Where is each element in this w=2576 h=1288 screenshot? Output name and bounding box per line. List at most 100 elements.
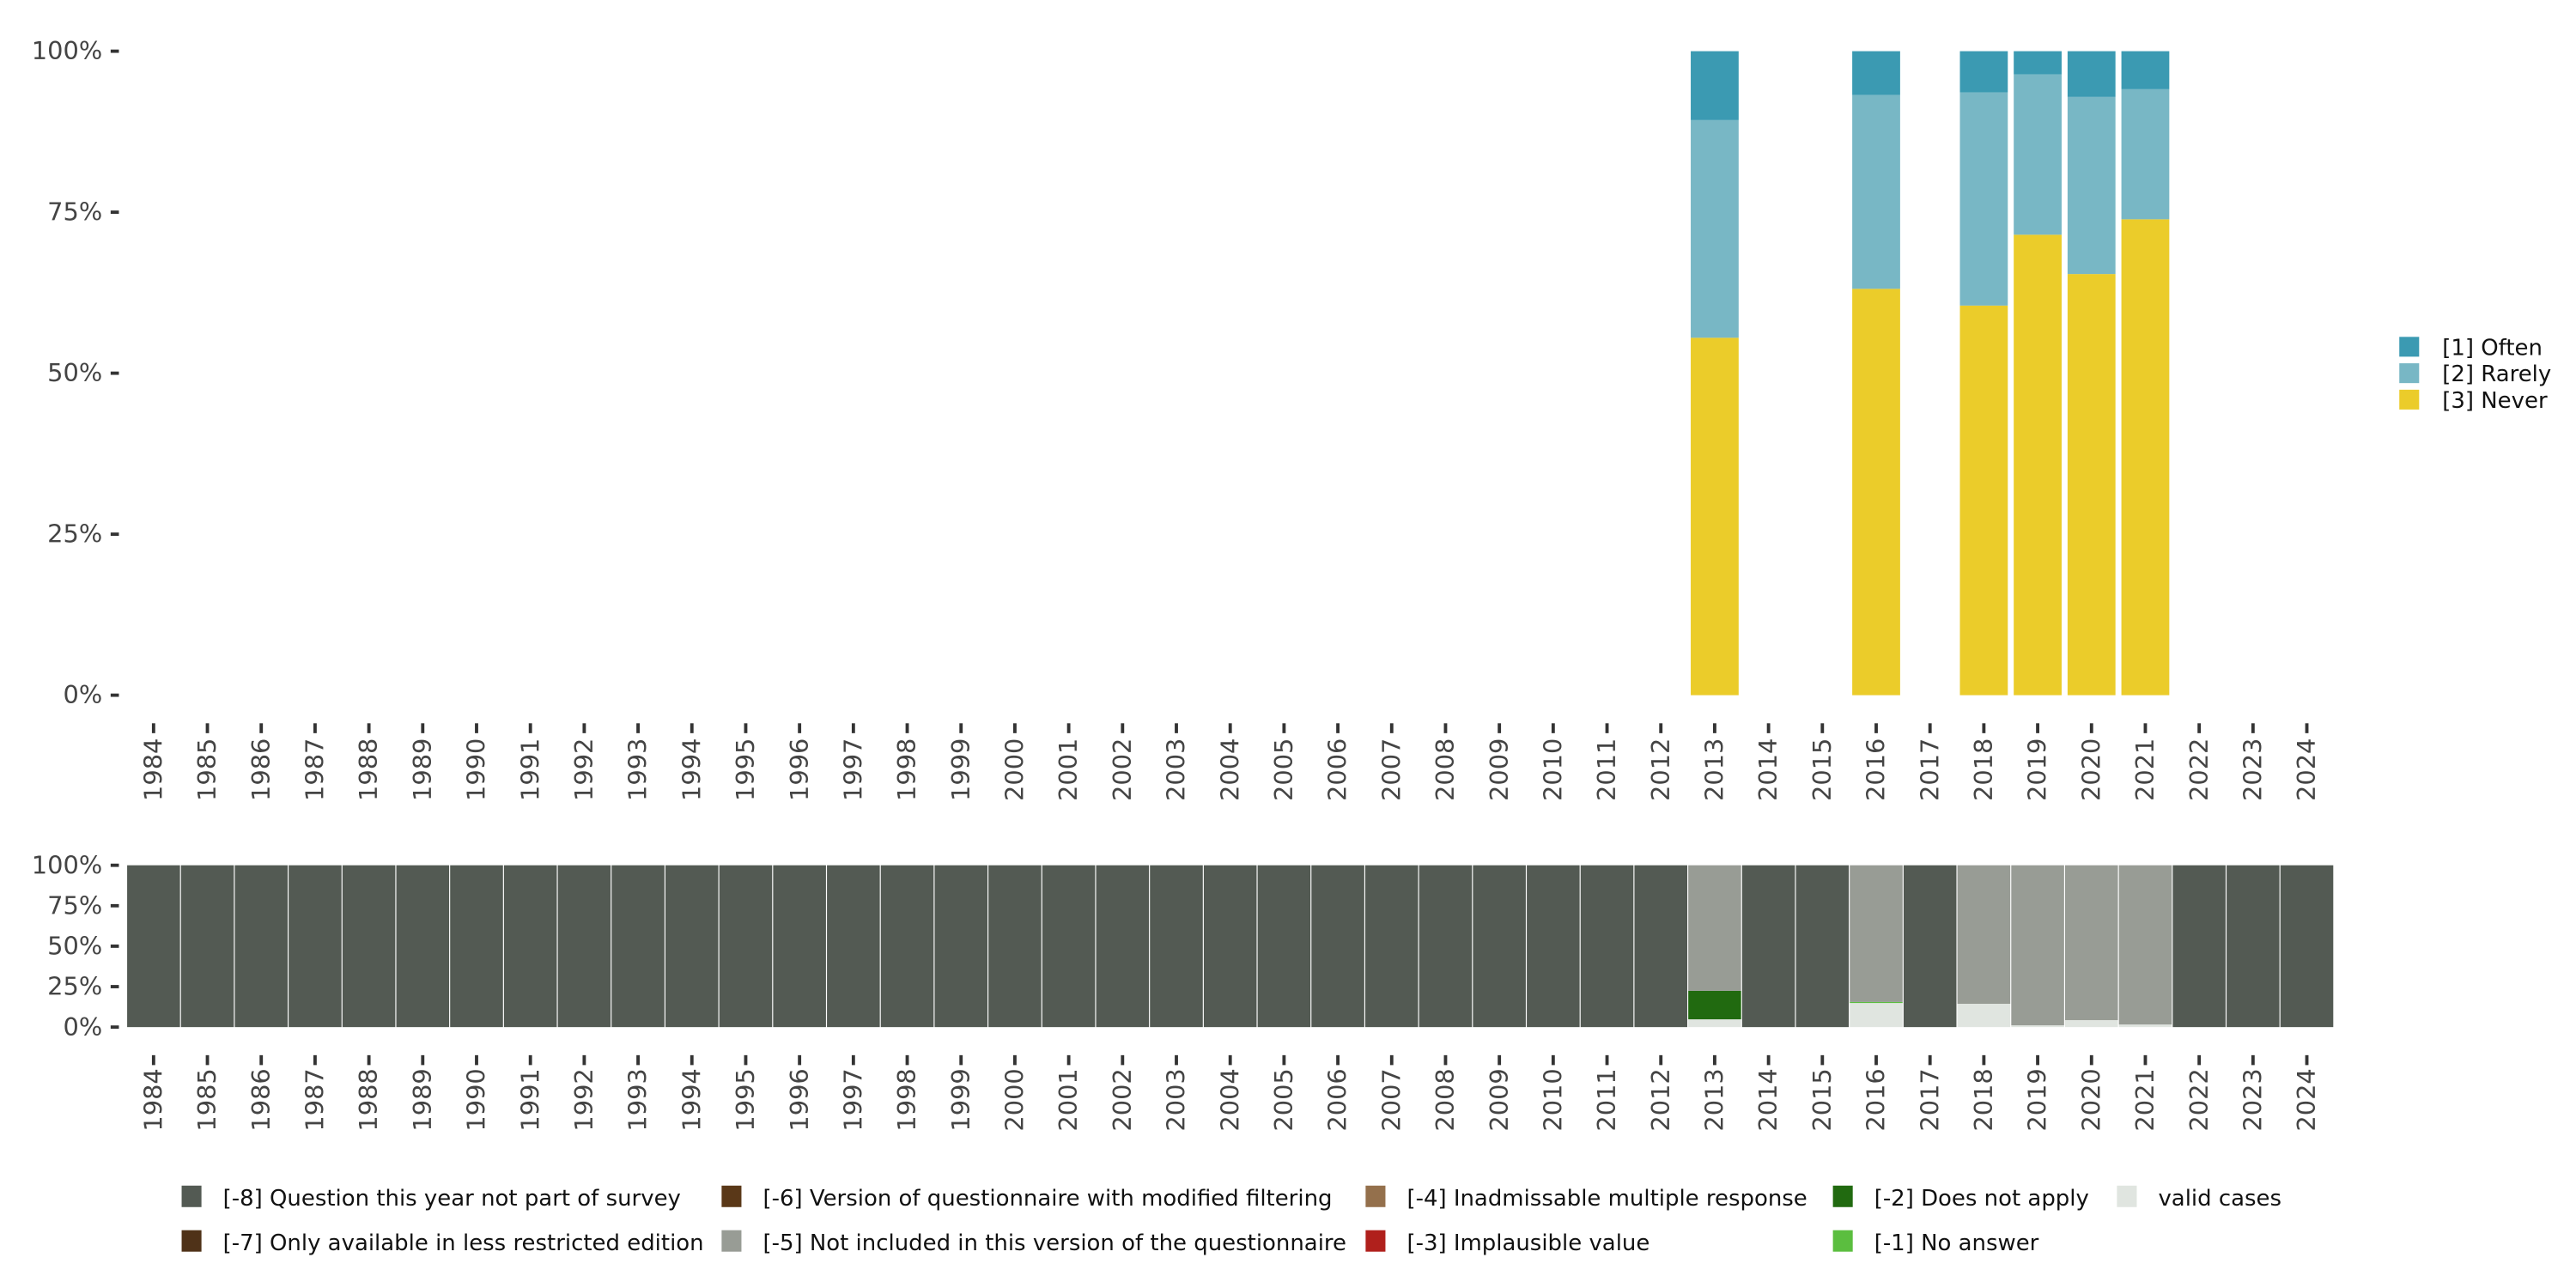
y-tick-label: 100% [32, 850, 102, 879]
x-tick-label: 2020 [2076, 738, 2105, 801]
x-tick-label: 2004 [1215, 738, 1244, 801]
x-tick-label: 1985 [192, 738, 222, 801]
x-tick-label: 2014 [1753, 1068, 1783, 1131]
missing-bar-2023 [2227, 865, 2280, 1028]
missing-bar-segment-2013-s0 [1688, 1019, 1741, 1028]
x-tick-label: 2022 [2184, 738, 2214, 801]
x-tick-label: 1994 [677, 738, 706, 801]
missing-bar-1986 [234, 865, 288, 1028]
x-tick-label: 2002 [1108, 1068, 1137, 1131]
legend-label: [1] Often [2442, 335, 2543, 361]
bottom-chart: 0% 25% 50% 75% 100% 1984 1985 1986 1987 1988 1989 1… [32, 850, 2334, 1132]
legend-swatch [1365, 1185, 1386, 1207]
x-tick-label: 1998 [892, 1068, 921, 1131]
x-tick-label: 2012 [1646, 738, 1675, 801]
x-tick-label: 2009 [1485, 738, 1514, 801]
top-chart: 0% 25% 50% 75% 100% 1984 1985 1986 1987 1988 1989 1… [32, 36, 2321, 801]
missing-bar-1992 [557, 865, 611, 1028]
missing-bar-2015 [1795, 865, 1850, 1028]
x-tick-label: 1993 [623, 1068, 653, 1131]
legend-label: [-1] No answer [1874, 1230, 2039, 1256]
x-tick-label: 1995 [731, 1068, 760, 1131]
x-tick-label: 2015 [1807, 1068, 1837, 1131]
x-tick-label: 1991 [515, 738, 544, 801]
missing-bar-2024 [2280, 865, 2334, 1028]
x-tick-label: 1999 [946, 738, 975, 801]
bar-segment-2019-s1 [2014, 74, 2062, 235]
missing-bar-1995 [719, 865, 773, 1028]
x-tick-label: 2002 [1108, 738, 1137, 801]
x-tick-label: 1988 [354, 738, 383, 801]
missing-bar-1994 [665, 865, 719, 1028]
bar-segment-2018-s1 [1959, 92, 2008, 306]
missing-bar-segment-2019-s0 [2011, 1025, 2064, 1028]
bar-segment-2020-s0 [2067, 274, 2116, 696]
y-tick-label: 25% [47, 519, 102, 549]
missing-bar-2009 [1473, 865, 1526, 1028]
x-tick-label: 1987 [301, 1068, 330, 1131]
bar-segment-2018-s2 [1959, 51, 2008, 93]
missing-bar-2002 [1096, 865, 1150, 1028]
x-tick-label: 2010 [1538, 738, 1567, 801]
x-tick-label: 2019 [2023, 738, 2052, 801]
legend-label: [-4] Inadmissable multiple response [1406, 1186, 1807, 1212]
x-tick-label: 2021 [2130, 738, 2160, 801]
missing-bar-segment-2013-s3 [1688, 865, 1741, 991]
bar-segment-2018-s0 [1959, 305, 2008, 696]
x-tick-label: 1996 [785, 1068, 814, 1131]
legend-label: valid cases [2158, 1186, 2281, 1212]
x-tick-label: 2000 [1000, 738, 1030, 801]
x-tick-label: 1986 [246, 738, 276, 801]
x-tick-label: 2008 [1431, 1068, 1460, 1131]
x-tick-label: 2009 [1485, 1068, 1514, 1131]
bar-segment-2020-s1 [2067, 96, 2116, 275]
missing-bar-2010 [1527, 865, 1580, 1028]
x-tick-label: 1994 [677, 1068, 706, 1131]
legend-swatch [2399, 363, 2420, 384]
x-tick-label: 1990 [462, 1068, 491, 1131]
legend-swatch [1832, 1185, 1853, 1207]
missing-bar-2017 [1903, 865, 1957, 1028]
missing-bar-2022 [2172, 865, 2226, 1028]
legend-label: [-7] Only available in less restricted e… [223, 1230, 704, 1256]
x-tick-label: 1991 [515, 1068, 544, 1131]
legend-label: [3] Never [2442, 388, 2548, 414]
missing-bar-segment-2016-s0 [1850, 1002, 1903, 1028]
bar-segment-2016-s0 [1852, 289, 1900, 696]
x-tick-label: 2006 [1323, 1068, 1352, 1131]
legend-swatch [1832, 1230, 1853, 1252]
missing-bar-2003 [1150, 865, 1203, 1028]
missing-bar-2012 [1634, 865, 1687, 1028]
x-tick-label: 2016 [1862, 1068, 1891, 1131]
x-tick-label: 2001 [1054, 738, 1083, 801]
missing-bar-1998 [880, 865, 934, 1028]
x-tick-label: 2012 [1646, 1068, 1675, 1131]
x-tick-label: 1992 [569, 1068, 598, 1131]
y-tick-label: 100% [32, 36, 102, 65]
bar-segment-2021-s1 [2121, 88, 2170, 220]
missing-bar-1990 [450, 865, 503, 1028]
y-tick-label: 0% [63, 680, 102, 709]
y-tick-label: 75% [47, 890, 102, 920]
x-tick-label: 2003 [1162, 738, 1191, 801]
bar-segment-2016-s2 [1852, 51, 1900, 95]
x-tick-label: 1999 [946, 1068, 975, 1131]
x-tick-label: 2016 [1862, 738, 1891, 801]
legend-swatch [2117, 1185, 2137, 1207]
bar-segment-2013-s2 [1691, 51, 1739, 120]
missing-bar-segment-2018-s0 [1957, 1004, 2011, 1028]
y-tick-label: 0% [63, 1012, 102, 1042]
legend-swatch [721, 1185, 742, 1207]
x-tick-label: 1984 [138, 738, 167, 801]
y-tick-label: 25% [47, 972, 102, 1001]
x-tick-label: 2003 [1162, 1068, 1191, 1131]
x-tick-label: 2022 [2184, 1068, 2214, 1131]
x-tick-label: 2007 [1376, 1068, 1406, 1131]
x-tick-label: 1996 [785, 738, 814, 801]
missing-bar-segment-2021-s0 [2118, 1024, 2172, 1028]
legend-swatch [1365, 1230, 1386, 1252]
legend-swatch [2399, 389, 2420, 410]
x-tick-label: 1990 [462, 738, 491, 801]
legend-label: [-5] Not included in this version of the… [762, 1230, 1346, 1256]
x-tick-label: 2014 [1753, 738, 1783, 801]
